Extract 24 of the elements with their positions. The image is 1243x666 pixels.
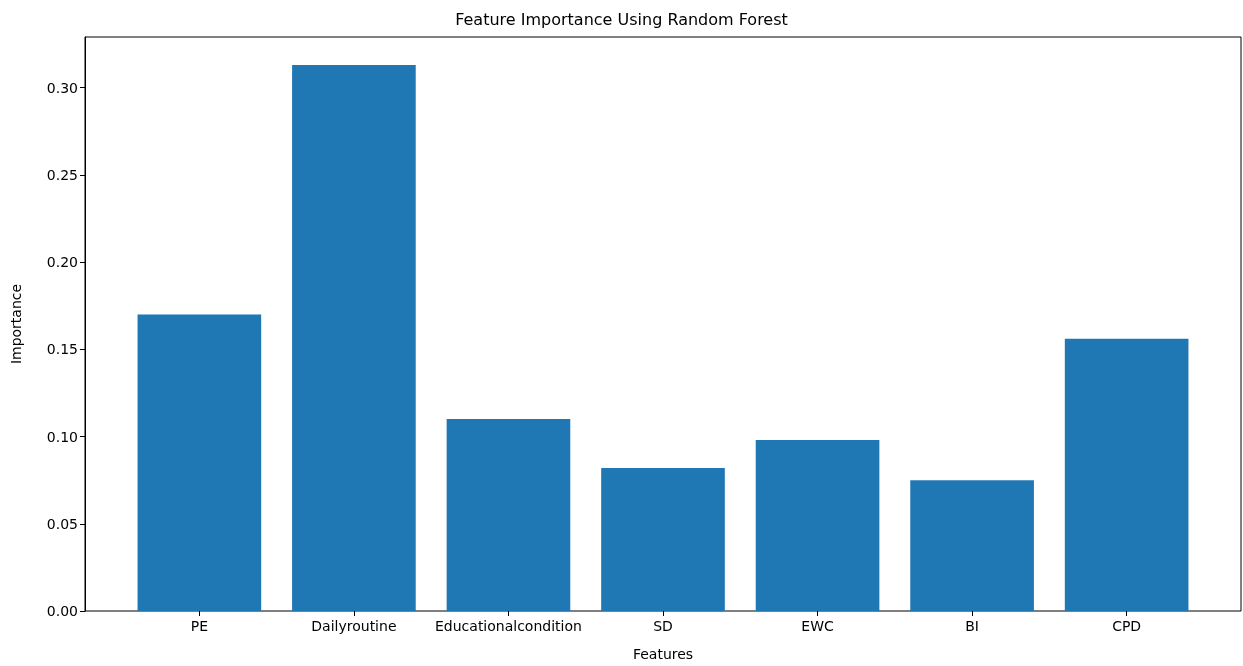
x-axis-title: Features: [632, 646, 694, 662]
y-tick-label: 0.15: [46, 341, 78, 358]
bar: [910, 480, 1034, 611]
x-tick-label: BI: [965, 618, 979, 634]
y-axis-title: Importance: [8, 283, 24, 365]
x-tick-label: Educationalcondition: [435, 618, 582, 634]
y-tick-label: 0.10: [46, 428, 78, 445]
x-tick-label: PE: [190, 618, 209, 634]
x-tick-label: SD: [653, 618, 673, 634]
x-tick-label: EWC: [801, 618, 834, 634]
y-tick-label: 0.00: [46, 603, 78, 619]
y-tick-label: 0.25: [46, 166, 78, 183]
x-tick-label: CPD: [1112, 618, 1142, 634]
x-tick-label: Dailyroutine: [311, 618, 397, 634]
bar: [292, 64, 416, 611]
bar: [1064, 338, 1189, 611]
bar: [755, 440, 880, 611]
chart-title: Feature Importance Using Random Forest: [455, 9, 788, 29]
y-tick-label: 0.30: [46, 79, 78, 96]
bar: [601, 467, 725, 611]
bar: [446, 419, 571, 611]
bar: [137, 314, 262, 611]
y-tick-label: 0.20: [46, 254, 78, 271]
y-tick-label: 0.05: [46, 515, 78, 532]
